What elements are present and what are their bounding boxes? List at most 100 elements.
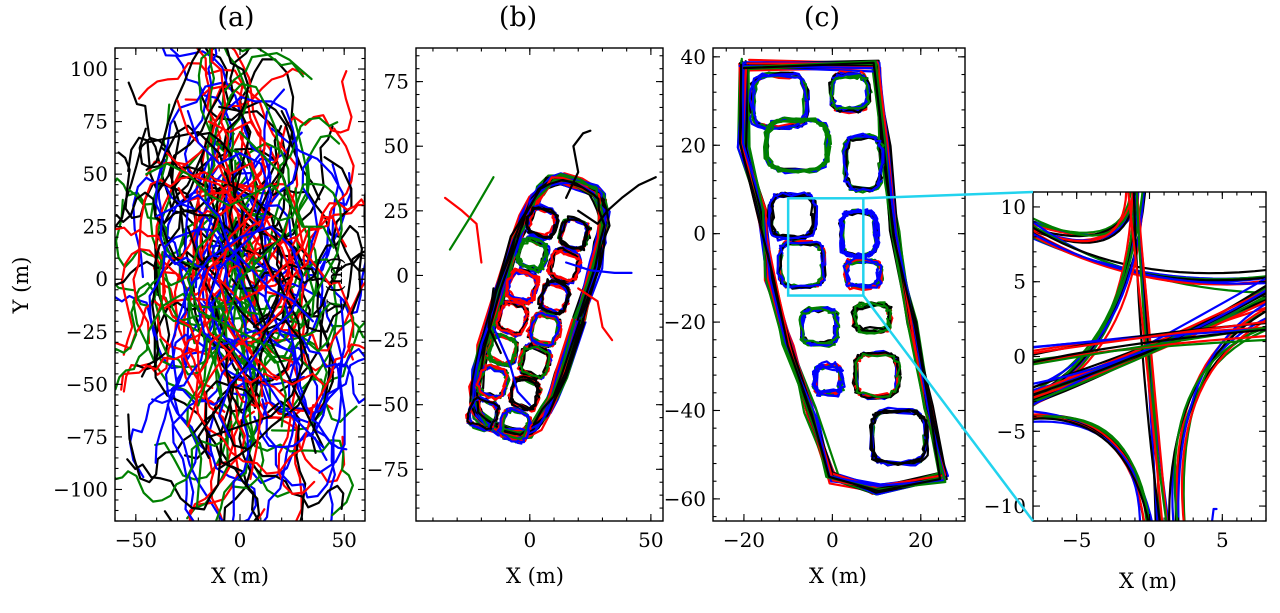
trajectory-loop xyxy=(870,408,928,466)
trajectory xyxy=(264,263,346,416)
x-tick-label: 50 xyxy=(638,528,663,552)
trajectory-loop xyxy=(515,236,549,274)
trajectory-segment xyxy=(1033,289,1266,394)
trajectory xyxy=(204,380,261,521)
x-tick-label: 50 xyxy=(331,528,356,552)
trajectory-segment xyxy=(1135,192,1168,521)
panel-c-plot xyxy=(736,57,949,496)
trajectory xyxy=(115,252,244,354)
trajectory xyxy=(267,400,307,521)
trajectory-loop xyxy=(768,191,819,240)
trajectory xyxy=(275,362,365,439)
trajectory-series xyxy=(186,225,314,470)
trajectory-segment xyxy=(1033,417,1145,521)
x-tick-label: −5 xyxy=(1062,528,1091,552)
x-tick-label: −20 xyxy=(723,528,765,552)
panel-a-ylabel: Y (m) xyxy=(9,257,33,315)
trajectory-segment xyxy=(1033,289,1266,385)
trajectory xyxy=(115,420,233,503)
y-tick-label: 100 xyxy=(70,57,108,81)
trajectory-loop xyxy=(487,333,518,367)
trajectory-loop xyxy=(526,206,559,240)
y-tick-label: −100 xyxy=(53,477,108,501)
panel-zoom-ticks: −5 0 5 10 5 0 −5 −10 xyxy=(984,191,1267,552)
trajectory-loop xyxy=(839,208,878,259)
panel-c-frame xyxy=(712,47,966,522)
panel-b-ylabel: Y (m) xyxy=(323,257,347,315)
trajectory xyxy=(236,376,336,521)
trajectory-loop xyxy=(811,360,845,398)
trajectory xyxy=(250,320,365,386)
trajectory-loop xyxy=(527,207,557,236)
trajectory-loop xyxy=(829,74,871,111)
trajectory xyxy=(236,280,365,352)
trajectory-loop xyxy=(776,240,826,288)
trajectory-segment xyxy=(1033,294,1266,403)
trajectory-loop xyxy=(742,61,947,487)
trajectory-loop xyxy=(546,249,583,282)
trajectory-loop xyxy=(477,364,509,398)
trajectory xyxy=(195,331,315,475)
trajectory-loop xyxy=(798,307,841,345)
trajectory-series xyxy=(145,131,283,459)
trajectory xyxy=(222,369,303,521)
trajectory-series xyxy=(186,110,325,449)
panel-b-plot xyxy=(444,129,657,445)
trajectory xyxy=(231,360,252,521)
trajectory-segment xyxy=(1033,320,1266,355)
y-tick-label: 75 xyxy=(384,70,409,94)
y-tick-label: 40 xyxy=(681,45,706,69)
y-tick-label: −5 xyxy=(997,419,1026,443)
trajectory xyxy=(233,163,340,397)
y-tick-label: −25 xyxy=(367,328,409,352)
panel-zoom-xlabel: X (m) xyxy=(1119,569,1177,593)
trajectory xyxy=(260,318,365,360)
trajectory-loop xyxy=(842,135,884,193)
trajectory-segment xyxy=(1211,507,1218,521)
trajectory-loop xyxy=(738,61,942,493)
trajectory-loop xyxy=(529,311,561,347)
y-tick-label: 20 xyxy=(681,133,706,157)
trajectory xyxy=(210,48,275,282)
trajectory-loop xyxy=(466,396,500,431)
y-tick-label: −75 xyxy=(367,457,409,481)
trajectory-segment xyxy=(1135,192,1168,521)
trajectory xyxy=(162,203,235,437)
panel-b: (b) X (m) Y (m) 0 50 75 50 25 0 −25 −50 −75 xyxy=(323,2,664,588)
trajectory-segment xyxy=(1033,232,1266,285)
trajectory-loop xyxy=(854,352,902,399)
x-tick-label: 0 xyxy=(523,528,536,552)
trajectory xyxy=(166,403,257,521)
panel-zoom: X (m) −5 0 5 10 5 0 −5 −10 xyxy=(984,191,1267,593)
panel-a-plot xyxy=(115,48,365,521)
panel-c-ticks: −20 0 20 40 20 0 −20 −40 −60 xyxy=(664,45,965,552)
trajectory xyxy=(235,215,347,384)
trajectory-loop xyxy=(496,407,533,444)
trajectory-segment xyxy=(1177,302,1266,521)
panel-zoom-plot xyxy=(1033,192,1266,521)
y-tick-label: 0 xyxy=(95,267,108,291)
panel-b-title: (b) xyxy=(499,2,537,33)
trajectory-loop xyxy=(509,378,541,410)
trajectory xyxy=(253,357,365,449)
y-tick-label: 50 xyxy=(384,134,409,158)
zoom-connector xyxy=(862,294,1034,522)
trajectory-loop xyxy=(763,117,832,174)
panel-b-xlabel: X (m) xyxy=(506,564,564,588)
trajectory-loop xyxy=(844,136,884,190)
trajectory-series xyxy=(565,261,633,274)
trajectory xyxy=(239,182,343,321)
y-tick-label: −50 xyxy=(367,393,409,417)
trajectory-loop xyxy=(869,408,930,466)
trajectory-series xyxy=(197,131,294,407)
trajectory-series xyxy=(186,225,287,428)
trajectory xyxy=(242,116,339,318)
trajectory-loop xyxy=(557,218,590,250)
trajectory-segment xyxy=(1033,417,1150,521)
trajectory xyxy=(136,132,235,371)
trajectory xyxy=(261,343,343,499)
y-tick-label: −75 xyxy=(66,425,108,449)
trajectory xyxy=(148,228,252,378)
panel-a: (a) X (m) Y (m) −50 0 50 100 75 50 25 0 −25 −50 −7… xyxy=(9,2,366,588)
y-tick-label: −20 xyxy=(664,310,706,334)
